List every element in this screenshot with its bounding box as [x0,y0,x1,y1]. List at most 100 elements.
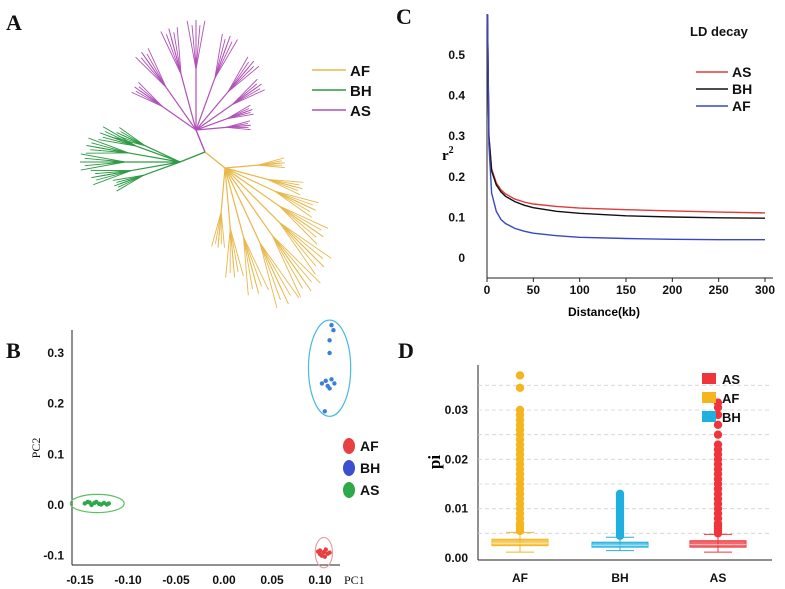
tree-branch-bh [131,161,181,172]
ld-y-tick-label: 0.2 [448,170,465,184]
tree-leaf-as [191,25,197,70]
pi-outlier-af [515,371,525,380]
tree-leaf-bh [104,130,137,147]
tree-leaf-af [279,222,332,259]
tree-tip-af [259,242,289,305]
pi-outlier-as [713,440,723,449]
tree-leaf-as [214,39,226,79]
tree-tip-af [257,162,285,166]
pca-point-af [323,547,328,552]
tree-tip-as [214,35,231,79]
pi-outlier-bh [615,489,625,499]
tree-leaf-af [271,235,312,283]
pca-x-tick-label: 0.10 [308,573,332,587]
pi-ticks: 0.00 0.01 0.02 0.03 AF BH AS [445,403,727,585]
pca-point-bh [322,409,327,414]
tree-branch-bh [128,152,181,163]
tree-branch-af [220,167,226,212]
tree-leaf-as [226,126,251,131]
tree-leaf-as [195,25,201,70]
pi-box-af [491,538,549,547]
tree-branch-af [224,167,280,223]
tree-leaf-af [243,236,269,291]
pi-box-as [689,540,747,548]
tree-branch-af-stem [204,151,226,169]
tree-tip-af [243,236,260,294]
tree-leaf-af [257,164,285,169]
tree-leaf-as [173,32,182,75]
pi-box-bh [591,541,649,548]
pi-outlier-af [515,383,525,392]
tree-leaf-af [229,228,244,277]
tree-tip-af [279,222,325,268]
tree-leaf-af [243,237,249,296]
tree-leaf-as [227,65,260,93]
ld-lines [486,14,766,241]
pi-x-tick-label: AS [710,571,727,585]
tree-leaf-af [278,205,318,245]
tree-branch-as-stem [195,129,206,153]
tree-leaf-as [227,56,249,93]
tree-branch-af [224,167,261,244]
pca-point-bh [323,378,328,384]
pca-y-label: PC2 [29,438,43,459]
pi-x-tick-label: AF [512,571,528,585]
tree-tip-as [227,60,255,93]
tree-tip-as [226,109,253,120]
pi-legend-label-af: AF [722,391,739,406]
pca-point-as [94,499,99,505]
tree-leaf-af [274,190,314,206]
tree-leaf-af [267,178,301,196]
tree-branch-as [165,86,197,131]
tree-legend-label-af: AF [350,63,370,80]
tree-leaf-as [214,33,223,79]
ld-line-as [486,14,766,214]
tree-tip-as [231,83,262,106]
tree-leaf-bh [119,127,146,147]
pca-point-bh [329,322,334,328]
tree-leaf-af [274,190,312,218]
pca-point-bh [331,328,336,333]
tree-branch-bh-stem [179,151,206,163]
pca-points [82,322,337,559]
tree-branch-as [161,105,197,131]
tree-legend-label-bh: BH [350,83,372,100]
ld-legend-label-bh: BH [732,81,752,97]
pi-outlier-af [515,405,525,415]
tree-leaf-bh [98,139,137,147]
tree-branch-af [224,164,258,169]
tree-leaf-af [220,211,225,248]
tree-leaf-as [160,31,182,75]
tree-leaf-as [227,66,254,93]
tree-leaf-bh [112,174,144,181]
pca-point-as [98,502,104,507]
tree-leaf-af [259,242,300,299]
tree-tip-as [134,86,163,107]
pi-y-label: pi [425,455,444,469]
tree-leaf-as [138,82,163,107]
tree-leaf-as [140,57,167,88]
panel-label-a: A [6,10,22,35]
tree-tip-as [226,124,251,128]
tree-leaf-af [274,190,319,204]
tree-leaf-af [271,235,303,289]
tree-leaf-af [278,205,322,231]
tree-tip-af [217,211,222,248]
tree-leaf-as [146,53,167,88]
pca-point-bh [327,338,332,343]
pca-y-tick-label: 0.2 [47,397,64,411]
tree-tip-bh [99,132,137,147]
pca-ellipse-af [314,536,334,569]
pca-y-tick-label: 0.1 [47,447,64,461]
pca-legend-label-bh: BH [360,460,380,476]
pca-point-af [327,550,332,555]
tree-leaf-af [279,222,317,267]
pca-point-bh [319,381,325,386]
tree-leaf-bh [84,161,126,167]
pca-legend: AF BH AS [343,438,380,498]
ld-x-tick-label: 0 [484,283,491,297]
tree-branch-af [224,167,273,236]
tree-leaf-as [165,34,182,75]
tree-branch-as [195,126,227,131]
tree-leaf-af [259,242,281,301]
